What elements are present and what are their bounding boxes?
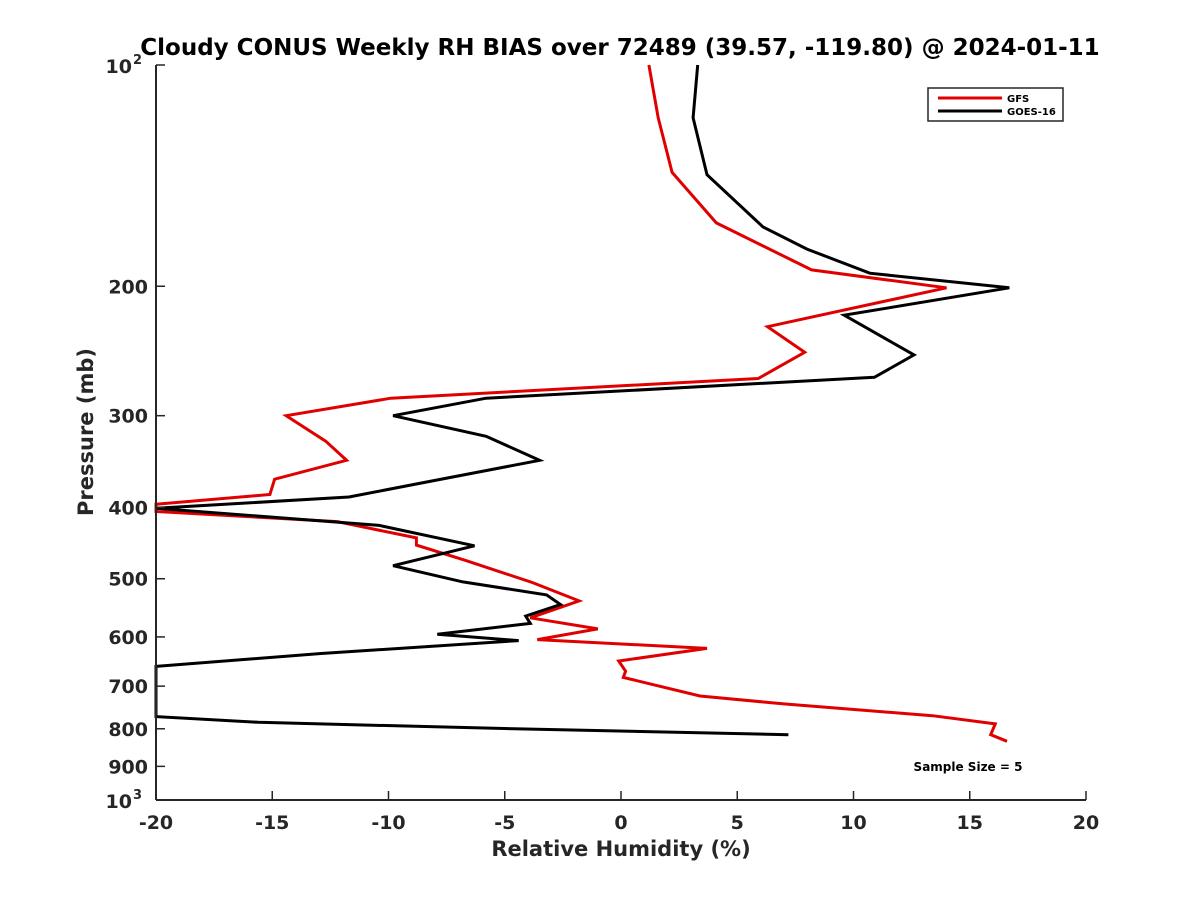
series-line-goes-16 [154, 64, 1010, 737]
sample-size-annotation: Sample Size = 5 [914, 760, 1023, 774]
y-tick-label: 800 [108, 719, 148, 741]
legend-label-gfs: GFS [1007, 94, 1029, 105]
x-tick-label: 0 [614, 812, 627, 834]
y-tick-label: 700 [108, 676, 148, 698]
y-axis-label: Pressure (mb) [74, 348, 98, 516]
x-tick-label: -20 [139, 812, 173, 834]
x-ticks: -20 -15 -10 -5 0 5 10 15 20 [139, 791, 1099, 834]
y-tick-label: 200 [108, 276, 148, 298]
y-tick-label: 10 [106, 56, 132, 78]
y-tick-label-exponent: 3 [133, 788, 142, 803]
x-tick-label: -15 [255, 812, 289, 834]
x-tick-label: 15 [957, 812, 983, 834]
y-tick-label: 500 [108, 569, 148, 591]
y-tick-label: 300 [108, 406, 148, 428]
legend-label-goes-16: GOES-16 [1007, 107, 1056, 118]
y-tick-label: 400 [108, 498, 148, 520]
y-tick-label: 10 [106, 791, 132, 813]
x-tick-label: -5 [494, 812, 515, 834]
x-tick-label: 10 [840, 812, 866, 834]
plot-lines [154, 64, 1010, 743]
legend-box [927, 87, 1064, 122]
y-tick-label: 900 [108, 756, 148, 778]
legend: GFS GOES-16 [927, 87, 1064, 122]
x-tick-label: 5 [731, 812, 744, 834]
x-tick-label: -10 [371, 812, 405, 834]
x-axis-label: Relative Humidity (%) [491, 837, 750, 861]
y-tick-label-exponent: 2 [133, 53, 142, 68]
y-tick-label: 600 [108, 627, 148, 649]
series-line-gfs [154, 64, 1008, 743]
x-tick-label: 20 [1073, 812, 1099, 834]
chart-title: Cloudy CONUS Weekly RH BIAS over 72489 (… [140, 35, 1099, 61]
